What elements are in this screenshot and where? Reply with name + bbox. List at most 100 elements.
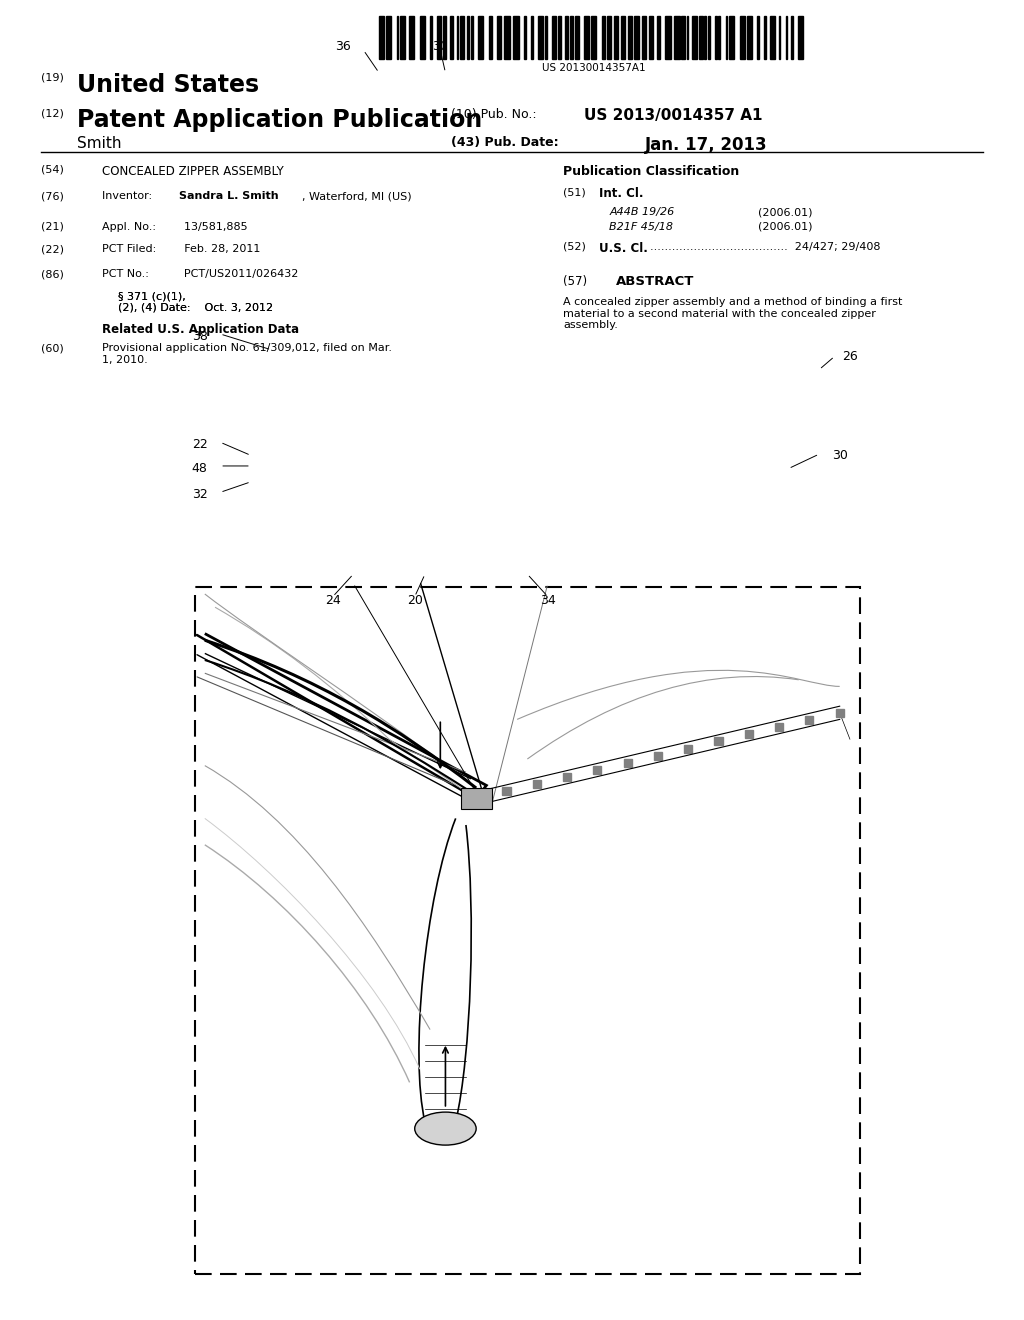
Bar (584, 16, 590, 59)
Bar (563, 774, 571, 781)
Bar (532, 780, 541, 788)
Bar (744, 730, 753, 738)
Text: 22: 22 (191, 438, 208, 451)
Text: (86): (86) (41, 269, 63, 280)
Text: (76): (76) (41, 191, 63, 202)
Bar (775, 723, 783, 731)
Text: Sandra L. Smith: Sandra L. Smith (179, 191, 279, 202)
Bar (739, 16, 745, 59)
Bar (409, 16, 415, 59)
Bar (430, 16, 432, 59)
Text: , Waterford, MI (US): , Waterford, MI (US) (302, 191, 412, 202)
Text: PCT No.:          PCT/US2011/026432: PCT No.: PCT/US2011/026432 (102, 269, 299, 280)
Bar (715, 16, 717, 59)
Bar (791, 16, 793, 59)
Text: (52): (52) (563, 242, 586, 252)
Text: US 2013/0014357 A1: US 2013/0014357 A1 (584, 108, 762, 123)
Text: A44B 19/26: A44B 19/26 (609, 207, 675, 218)
Text: United States: United States (77, 73, 259, 96)
Bar (420, 16, 425, 59)
Bar (471, 16, 473, 59)
Bar (622, 16, 625, 59)
Text: 26: 26 (842, 350, 858, 363)
Text: (21): (21) (41, 222, 63, 232)
Bar (478, 16, 483, 59)
Bar (836, 709, 844, 717)
Text: (22): (22) (41, 244, 63, 255)
Text: ......................................  24/427; 29/408: ...................................... 2… (650, 242, 881, 252)
Bar (513, 16, 518, 59)
Bar (379, 16, 384, 59)
Bar (498, 16, 501, 59)
Bar (460, 16, 464, 59)
Text: U.S. Cl.: U.S. Cl. (599, 242, 648, 255)
Bar (505, 16, 510, 59)
Ellipse shape (415, 1111, 476, 1144)
Text: Jan. 17, 2013: Jan. 17, 2013 (645, 136, 768, 154)
Text: 30: 30 (831, 449, 848, 462)
Bar (692, 16, 697, 59)
Bar (467, 16, 469, 59)
Bar (726, 16, 727, 59)
Bar (602, 16, 605, 59)
Bar (629, 16, 632, 59)
Text: (19): (19) (41, 73, 63, 83)
Bar (472, 795, 480, 803)
Bar (687, 16, 688, 59)
Text: 38: 38 (191, 330, 208, 343)
Bar (503, 788, 511, 796)
Text: Related U.S. Application Data: Related U.S. Application Data (102, 323, 300, 337)
Text: 24: 24 (325, 594, 341, 607)
Text: (54): (54) (41, 165, 63, 176)
Bar (649, 16, 653, 59)
Bar (642, 16, 646, 59)
Bar (461, 788, 492, 809)
Bar (591, 16, 596, 59)
Text: Provisional application No. 61/309,012, filed on Mar.
1, 2010.: Provisional application No. 61/309,012, … (102, 343, 392, 364)
Bar (575, 16, 579, 59)
Text: US 20130014357A1: US 20130014357A1 (542, 63, 646, 74)
Bar (450, 16, 454, 59)
Bar (437, 16, 440, 59)
Bar (552, 16, 556, 59)
Bar (400, 16, 406, 59)
Text: (2), (4) Date:    Oct. 3, 2012: (2), (4) Date: Oct. 3, 2012 (118, 302, 272, 313)
Text: ABSTRACT: ABSTRACT (616, 275, 694, 288)
Bar (538, 16, 544, 59)
Bar (684, 744, 692, 752)
Bar (396, 16, 398, 59)
Text: CONCEALED ZIPPER ASSEMBLY: CONCEALED ZIPPER ASSEMBLY (102, 165, 284, 178)
Bar (531, 16, 532, 59)
Bar (386, 16, 391, 59)
Bar (770, 16, 775, 59)
Text: Inventor:: Inventor: (102, 191, 163, 202)
Bar (715, 738, 723, 746)
Text: 20: 20 (407, 594, 423, 607)
Text: 30: 30 (432, 40, 449, 53)
Bar (666, 16, 671, 59)
Text: § 371 (c)(1),: § 371 (c)(1), (118, 292, 185, 302)
Bar (778, 16, 780, 59)
Bar (729, 16, 734, 59)
Text: 48: 48 (191, 462, 208, 475)
Bar (785, 16, 787, 59)
Bar (656, 16, 660, 59)
Text: PCT Filed:        Feb. 28, 2011: PCT Filed: Feb. 28, 2011 (102, 244, 261, 255)
Text: (2006.01): (2006.01) (758, 207, 812, 218)
Bar (719, 16, 720, 59)
Bar (705, 16, 707, 59)
Text: Int. Cl.: Int. Cl. (599, 187, 643, 201)
Text: (51): (51) (563, 187, 586, 198)
Bar (488, 16, 493, 59)
Text: (2006.01): (2006.01) (758, 222, 812, 232)
Bar (614, 16, 617, 59)
Text: 32: 32 (191, 488, 208, 502)
Bar (805, 715, 813, 723)
Text: § 371 (c)(1),: § 371 (c)(1), (118, 292, 185, 302)
Text: (60): (60) (41, 343, 63, 354)
Text: 36: 36 (335, 40, 351, 53)
Text: (10) Pub. No.:: (10) Pub. No.: (451, 108, 537, 121)
Text: (43) Pub. Date:: (43) Pub. Date: (451, 136, 558, 149)
Bar (564, 16, 568, 59)
Bar (708, 16, 710, 59)
